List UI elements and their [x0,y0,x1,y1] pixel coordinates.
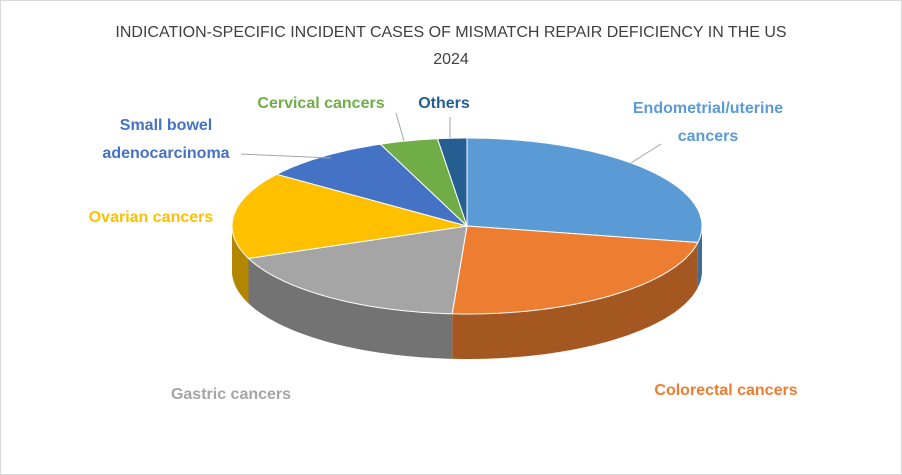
slice [466,137,703,244]
slice-side [452,242,698,359]
slice-label: Small bowel adenocarcinoma [102,117,230,162]
slice-label: Ovarian cancers [88,209,214,226]
slice-side-shade [232,226,249,304]
slice-side [232,226,249,304]
slice-side-shade [452,242,698,359]
slice [231,173,468,259]
slice [247,225,468,315]
slice-label: Endometrial/uterine cancers [632,100,784,145]
chart-title: INDICATION-SPECIFIC INCIDENT CASES OF MI… [115,24,787,68]
slice [436,137,468,227]
slice-side [248,258,453,359]
leader-line [395,112,405,142]
slice-label: Colorectal cancers [654,382,798,399]
slice-label: Gastric cancers [170,386,292,403]
slice [451,225,699,315]
slice [379,138,468,227]
slice-label: Others [418,95,470,112]
slice-side-shade [248,258,453,359]
leader-line [630,143,662,164]
slice [275,143,468,227]
leader-line [240,153,332,159]
slice-label: Cervical cancers [257,95,385,112]
